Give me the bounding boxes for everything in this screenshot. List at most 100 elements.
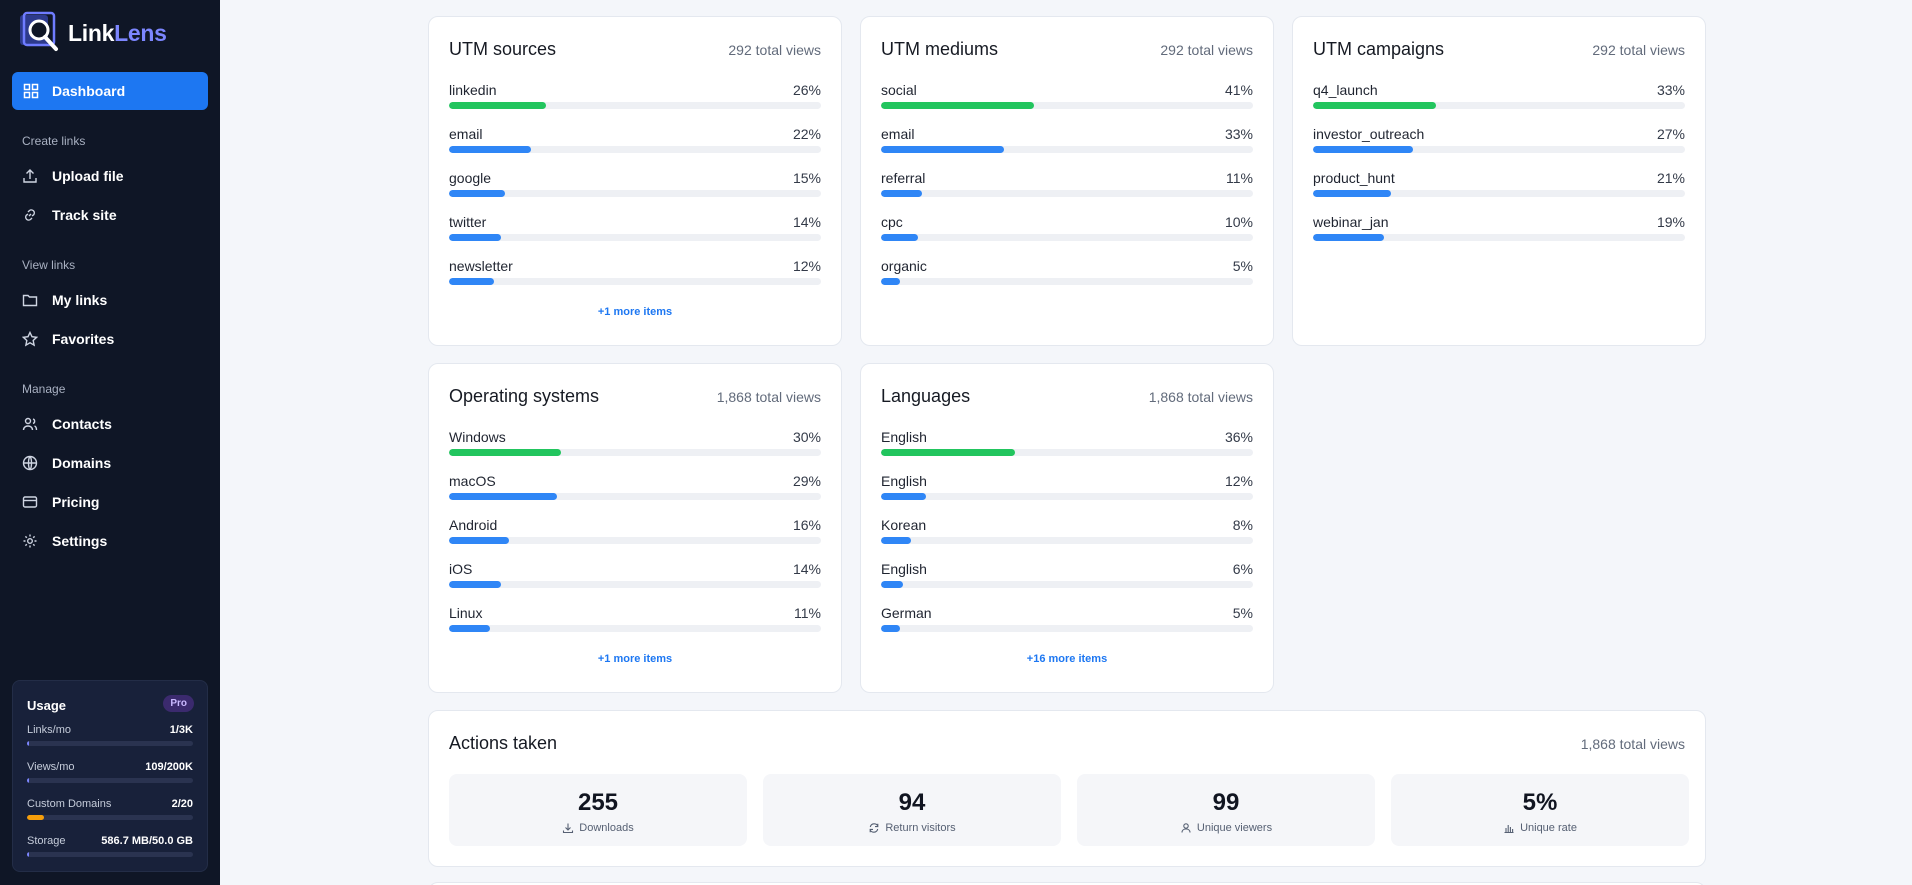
progress-bar	[881, 234, 1253, 241]
usage-bar	[27, 741, 193, 746]
progress-bar	[881, 581, 1253, 588]
card-actions-taken: Actions taken 1,868 total views 255 Downl…	[428, 710, 1706, 867]
usage-value: 1/3K	[169, 724, 193, 736]
stat-label-row: Return visitors	[763, 822, 1061, 834]
sidebar-item-pricing[interactable]: Pricing	[22, 491, 99, 513]
card-title: Actions taken	[449, 733, 558, 753]
stat-label-row: Unique rate	[1391, 822, 1689, 834]
list-item: email 22%	[449, 126, 821, 160]
list-item: referral 11%	[881, 170, 1253, 204]
item-name: linkedin	[449, 82, 497, 98]
item-name: organic	[881, 258, 927, 274]
card-total-views: 1,868 total views	[1148, 389, 1253, 405]
progress-bar	[449, 625, 821, 632]
sidebar-item-upload-file[interactable]: Upload file	[22, 165, 124, 187]
stat-label-row: Unique viewers	[1077, 822, 1375, 834]
progress-fill	[449, 102, 546, 109]
item-percent: 11%	[1226, 170, 1253, 186]
sidebar-item-track-site[interactable]: Track site	[22, 204, 117, 226]
sidebar-item-settings[interactable]: Settings	[22, 530, 107, 552]
progress-fill	[449, 449, 561, 456]
section-manage: Manage	[22, 382, 66, 396]
sidebar-item-my-links[interactable]: My links	[22, 289, 107, 311]
sidebar-item-label: Domains	[52, 455, 112, 471]
stat-tile: 94 Return visitors	[763, 774, 1061, 846]
progress-fill	[881, 581, 904, 588]
more-items-link[interactable]: +1 more items	[597, 653, 673, 665]
item-name: English	[881, 473, 927, 489]
list-item: Linux 11%	[449, 605, 821, 639]
progress-fill	[449, 190, 505, 197]
logo-text-part1: Link	[68, 19, 115, 46]
usage-bar	[27, 815, 193, 820]
users-icon	[22, 417, 38, 431]
sidebar-item-label: My links	[52, 292, 108, 308]
globe-icon	[22, 455, 38, 471]
card-total-views: 292 total views	[1592, 42, 1685, 58]
sidebar-item-label: Upload file	[52, 168, 124, 184]
list-item: google 15%	[449, 170, 821, 204]
item-name: newsletter	[449, 258, 513, 274]
progress-bar	[881, 146, 1253, 153]
progress-fill	[449, 278, 494, 285]
item-percent: 27%	[1656, 126, 1685, 142]
usage-bar	[27, 852, 193, 857]
usage-value: 2/20	[171, 798, 193, 810]
progress-fill	[449, 493, 557, 500]
item-name: cpc	[881, 214, 903, 230]
item-percent: 22%	[792, 126, 821, 142]
card-total-views: 1,868 total views	[1580, 736, 1685, 752]
progress-fill	[449, 581, 502, 588]
usage-bar	[27, 778, 193, 783]
progress-fill	[881, 537, 911, 544]
sidebar-item-label: Dashboard	[52, 83, 126, 99]
item-name: English	[881, 429, 927, 445]
usage-label: Views/mo	[27, 761, 75, 773]
more-items-link[interactable]: +1 more items	[597, 306, 673, 318]
bar-chart-icon	[1504, 825, 1514, 834]
sidebar-item-domains[interactable]: Domains	[22, 452, 111, 474]
progress-bar	[449, 146, 821, 153]
stat-label: Unique viewers	[1196, 822, 1273, 834]
folder-icon	[22, 294, 38, 307]
progress-fill	[881, 190, 922, 197]
progress-bar	[1313, 234, 1685, 241]
sidebar-item-dashboard[interactable]: Dashboard	[12, 72, 208, 110]
item-percent: 6%	[1232, 561, 1253, 577]
refresh-icon	[869, 823, 879, 833]
more-items-link[interactable]: +16 more items	[1026, 653, 1108, 665]
item-percent: 16%	[792, 517, 821, 533]
item-percent: 11%	[794, 605, 821, 621]
stat-label: Unique rate	[1520, 822, 1577, 834]
progress-bar	[449, 190, 821, 197]
item-percent: 12%	[1224, 473, 1253, 489]
list-item: newsletter 12%	[449, 258, 821, 292]
sidebar-item-contacts[interactable]: Contacts	[22, 413, 112, 435]
list-item: iOS 14%	[449, 561, 821, 595]
item-percent: 26%	[792, 82, 821, 98]
logo[interactable]: LinkLens	[18, 11, 167, 55]
progress-bar	[1313, 190, 1685, 197]
usage-label: Links/mo	[27, 724, 72, 736]
item-percent: 36%	[1224, 429, 1253, 445]
progress-bar	[1313, 102, 1685, 109]
progress-bar	[449, 581, 821, 588]
progress-fill	[881, 493, 926, 500]
progress-bar	[881, 493, 1253, 500]
stat-label: Downloads	[579, 822, 634, 834]
usage-fill	[27, 778, 29, 783]
stat-value: 99	[1212, 789, 1240, 816]
card-utm-sources: UTM sources 292 total views linkedin 26% e…	[428, 16, 842, 346]
list-item: investor_outreach 27%	[1313, 126, 1685, 160]
list-item: product_hunt 21%	[1313, 170, 1685, 204]
progress-bar	[449, 278, 821, 285]
card-utm-campaigns: UTM campaigns 292 total views q4_launch 3…	[1292, 16, 1706, 346]
user-icon	[1181, 823, 1191, 833]
card-total-views: 292 total views	[728, 42, 821, 58]
sidebar-item-favorites[interactable]: Favorites	[22, 328, 114, 350]
progress-bar	[881, 190, 1253, 197]
list-item: Windows 30%	[449, 429, 821, 463]
progress-bar	[881, 278, 1253, 285]
sidebar-item-label: Settings	[52, 533, 108, 549]
item-percent: 29%	[792, 473, 821, 489]
